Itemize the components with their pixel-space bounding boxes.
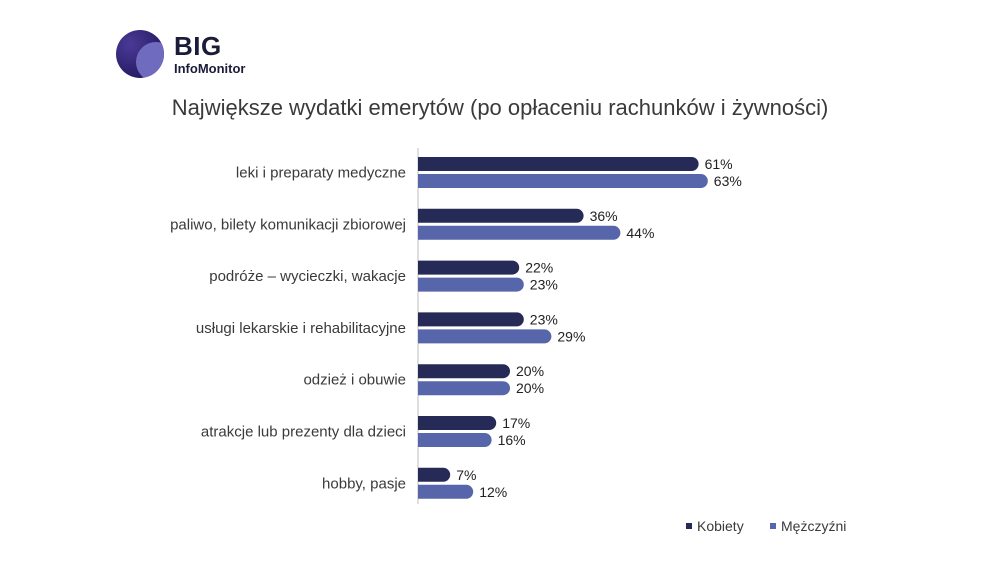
legend-label: Kobiety <box>697 518 744 534</box>
bar-mezczyzni <box>418 277 524 292</box>
data-label: 20% <box>516 363 544 379</box>
legend-swatch <box>686 523 692 529</box>
logo: BIG InfoMonitor <box>116 30 266 82</box>
data-label: 22% <box>525 260 553 276</box>
data-label: 36% <box>590 208 618 224</box>
bar-kobiety <box>418 416 497 430</box>
data-label: 23% <box>530 311 558 327</box>
data-label: 61% <box>705 156 733 172</box>
category-label: leki i preparaty medyczne <box>236 165 406 182</box>
category-label: atrakcje lub prezenty dla dzieci <box>201 424 406 441</box>
data-label: 12% <box>479 484 507 500</box>
bar-kobiety <box>418 312 524 327</box>
legend-label: Mężczyźni <box>781 518 846 534</box>
logo-subtitle: InfoMonitor <box>174 61 246 76</box>
data-label: 17% <box>502 415 530 431</box>
category-label: hobby, pasje <box>322 475 406 492</box>
bar-mezczyzni <box>418 381 511 396</box>
category-label: paliwo, bilety komunikacji zbiorowej <box>170 216 406 233</box>
bar-mezczyzni <box>418 433 492 447</box>
bar-kobiety <box>418 208 584 223</box>
category-label: odzież i obuwie <box>303 372 406 389</box>
data-label: 16% <box>498 432 526 448</box>
bar-kobiety <box>418 260 520 275</box>
bar-mezczyzni <box>418 174 708 188</box>
data-label: 63% <box>714 173 742 189</box>
bar-mezczyzni <box>418 329 552 344</box>
bar-kobiety <box>418 364 511 379</box>
chart-title: Największe wydatki emerytów (po opłaceni… <box>171 95 829 120</box>
bar-mezczyzni <box>418 225 621 240</box>
category-label: usługi lekarskie i rehabilitacyjne <box>196 320 406 337</box>
data-label: 29% <box>557 328 585 344</box>
data-label: 44% <box>626 225 654 241</box>
bar-kobiety <box>418 157 699 171</box>
data-label: 20% <box>516 380 544 396</box>
logo-mark-icon <box>116 30 164 78</box>
legend-swatch <box>770 523 776 529</box>
category-label: podróże – wycieczki, wakacje <box>209 268 406 285</box>
bar-kobiety <box>418 467 451 482</box>
data-label: 23% <box>530 277 558 293</box>
data-label: 7% <box>456 467 476 483</box>
logo-brand: BIG <box>174 31 222 61</box>
bar-mezczyzni <box>418 484 474 499</box>
